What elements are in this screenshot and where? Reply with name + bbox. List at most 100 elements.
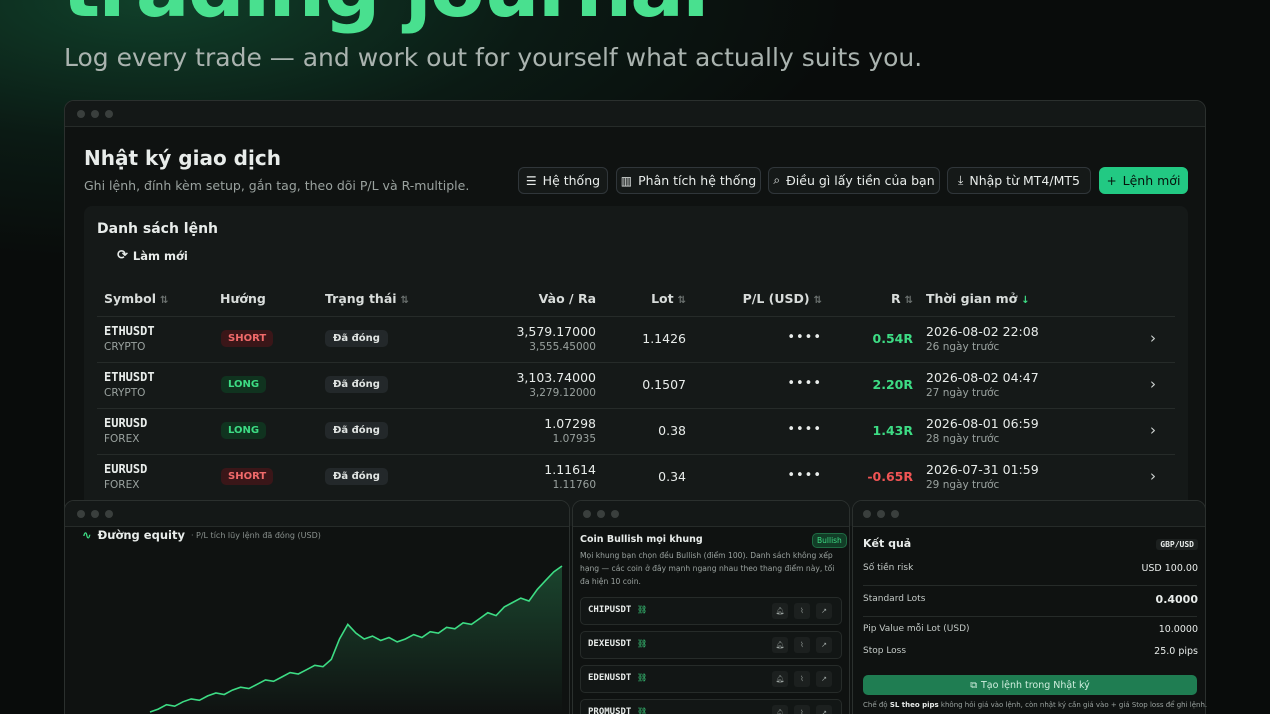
refresh-button[interactable]: ⟳ Làm mới [117, 248, 188, 263]
time-ago: 26 ngày trước [926, 341, 1000, 353]
note-bold: SL theo pips [889, 701, 939, 709]
row-separator [97, 362, 1175, 363]
coin-symbol: DEXEUSDT [588, 639, 632, 649]
entry-price: 1.07298 [544, 416, 596, 431]
calc-value: USD 100.00 [1141, 563, 1198, 574]
column-header: Trạng thái ⇅ [325, 291, 409, 306]
time-ago: 27 ngày trước [926, 387, 1000, 399]
refresh-label: Làm mới [132, 248, 188, 263]
symbol: ETHUSDT [104, 370, 155, 384]
coin-symbol: CHIPUSDT [588, 605, 632, 615]
open-time: 2026-07-31 01:59 [926, 462, 1039, 477]
row-separator [97, 454, 1175, 455]
exit-price: 1.07935 [552, 433, 596, 445]
calc-separator [863, 585, 1197, 586]
open-time: 2026-08-01 06:59 [926, 416, 1039, 431]
symbol: EURUSD [104, 416, 148, 430]
calc-value: 25.0 pips [1154, 646, 1198, 657]
status-badge: Đã đóng [325, 422, 388, 439]
row-chevron[interactable]: › [1150, 467, 1156, 485]
coin-action[interactable]: ⌇ [794, 705, 810, 714]
status-badge: Đã đóng [325, 330, 388, 347]
button-label: Nhập từ MT4/MT5 [969, 173, 1080, 188]
r-multiple: 2.20R [872, 377, 913, 392]
exit-price: 1.11760 [552, 479, 596, 491]
column-label: Vào / Ra [538, 291, 596, 306]
lot: 0.1507 [642, 377, 686, 392]
column-label: R [890, 291, 901, 306]
status-badge: Đã đóng [325, 468, 388, 485]
equity-line [149, 565, 563, 713]
coin-row: EDENUSDT ⛓ 🔔︎ ⌇ ↗ [580, 665, 842, 693]
calc-pair: GBP/USD [1156, 539, 1198, 550]
r-multiple: 1.43R [872, 423, 913, 438]
hero-title: trading journal [62, 0, 710, 35]
coin-action[interactable]: ⌇ [794, 603, 810, 619]
create-order-button[interactable]: ⧉ Tạo lệnh trong Nhật ký [863, 675, 1197, 695]
r-multiple: 0.54R [872, 331, 913, 346]
journal-title: Nhật ký giao dịch [84, 146, 281, 170]
row-chevron[interactable]: › [1150, 375, 1156, 393]
column-label: Symbol [104, 291, 156, 306]
toolbar-button[interactable]: ⤓ Nhập từ MT4/MT5 [947, 167, 1091, 194]
market: CRYPTO [104, 387, 146, 399]
calc-value: 10.0000 [1158, 624, 1198, 635]
lot: 0.38 [658, 423, 686, 438]
bullish-badge: Bullish [812, 533, 847, 548]
coin-action[interactable]: ↗ [816, 603, 832, 619]
coin-row: DEXEUSDT ⛓ 🔔︎ ⌇ ↗ [580, 631, 842, 659]
hero-subtitle: Log every trade — and work out for yours… [64, 43, 923, 72]
toolbar-button[interactable]: + Lệnh mới [1099, 167, 1188, 194]
button-label: Phân tích hệ thống [638, 173, 757, 188]
coin-row: CHIPUSDT ⛓ 🔔︎ ⌇ ↗ [580, 597, 842, 625]
coin-action[interactable]: ⌇ [794, 637, 810, 653]
time-ago: 29 ngày trước [926, 479, 1000, 491]
coin-action[interactable]: ↗ [816, 637, 832, 653]
column-label: Thời gian mở [926, 291, 1018, 306]
pl-hidden: •••• [787, 468, 822, 483]
toolbar-button[interactable]: ⌕ Điều gì lấy tiền của bạn [768, 167, 940, 194]
note-start: Chế độ [863, 701, 888, 709]
coin-action[interactable]: ↗ [816, 671, 832, 687]
equity-subtitle: · P/L tích lũy lệnh đã đóng (USD) [190, 530, 321, 540]
journal-subtitle: Ghi lệnh, đính kèm setup, gắn tag, theo … [84, 178, 470, 193]
pl-hidden: •••• [787, 330, 822, 345]
toolbar-button[interactable]: ☰ Hệ thống [518, 167, 608, 194]
calc-separator [863, 616, 1197, 617]
column-header: R ⇅ [890, 291, 913, 306]
toolbar-button[interactable]: ▥ Phân tích hệ thống [616, 167, 761, 194]
column-label: Trạng thái [325, 291, 397, 306]
coin-action[interactable]: 🔔︎ [772, 705, 788, 714]
row-separator [97, 316, 1175, 317]
bullish-description: Mọi khung bạn chọn đều Bullish (điểm 100… [580, 551, 835, 586]
row-chevron[interactable]: › [1150, 421, 1156, 439]
coin-action[interactable]: 🔔︎ [772, 603, 788, 619]
calc-label: Pip Value mỗi Lot (USD) [863, 624, 970, 634]
side-badge: LONG [221, 422, 267, 439]
coin-action[interactable]: ⌇ [794, 671, 810, 687]
coin-action[interactable]: 🔔︎ [772, 671, 788, 687]
exit-price: 3,555.45000 [529, 341, 596, 353]
column-label: Hướng [220, 291, 266, 306]
entry-price: 3,579.17000 [516, 324, 596, 339]
coin-action[interactable]: ↗ [816, 705, 832, 714]
row-chevron[interactable]: › [1150, 329, 1156, 347]
r-multiple: -0.65R [867, 469, 913, 484]
side-badge: SHORT [221, 330, 274, 347]
calc-label: Số tiền risk [863, 563, 914, 573]
symbol: EURUSD [104, 462, 148, 476]
calc-label: Standard Lots [863, 594, 926, 604]
status-badge: Đã đóng [325, 376, 388, 393]
coin-symbol: PROMUSDT [588, 707, 632, 714]
row-separator [97, 408, 1175, 409]
button-label: Lệnh mới [1122, 173, 1181, 188]
lot: 1.1426 [642, 331, 686, 346]
button-label: Điều gì lấy tiền của bạn [786, 173, 935, 188]
equity-header: ∿ Đường equity · P/L tích lũy lệnh đã đóng… [82, 528, 321, 542]
column-label: Lot [651, 291, 674, 306]
bullish-title: Coin Bullish mọi khung [580, 534, 703, 545]
coin-action[interactable]: 🔔︎ [772, 637, 788, 653]
lot: 0.34 [658, 469, 686, 484]
column-label: P/L (USD) [742, 291, 810, 306]
